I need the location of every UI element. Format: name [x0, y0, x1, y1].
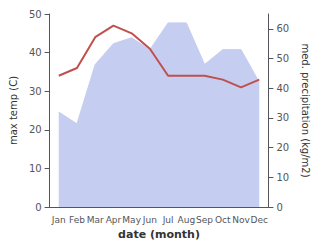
svg-text:30: 30	[29, 86, 42, 97]
svg-text:40: 40	[276, 83, 289, 94]
svg-text:Apr: Apr	[106, 215, 122, 225]
svg-text:Oct: Oct	[215, 215, 231, 225]
svg-text:30: 30	[276, 112, 289, 123]
svg-text:Jul: Jul	[162, 215, 174, 225]
svg-text:max temp (C): max temp (C)	[8, 76, 19, 145]
svg-text:Jun: Jun	[142, 215, 157, 225]
svg-text:Sep: Sep	[196, 215, 213, 225]
svg-text:20: 20	[29, 124, 42, 135]
svg-text:60: 60	[276, 23, 289, 34]
svg-text:May: May	[122, 215, 141, 225]
svg-text:10: 10	[29, 163, 42, 174]
svg-text:40: 40	[29, 47, 42, 58]
svg-text:Aug: Aug	[178, 215, 196, 225]
svg-text:date (month): date (month)	[118, 228, 200, 241]
svg-text:0: 0	[35, 202, 41, 213]
svg-text:Feb: Feb	[69, 215, 85, 225]
svg-text:med. precipitation (kg/m2): med. precipitation (kg/m2)	[300, 43, 311, 177]
svg-text:50: 50	[276, 53, 289, 64]
svg-text:10: 10	[276, 172, 289, 183]
svg-text:20: 20	[276, 142, 289, 153]
svg-text:0: 0	[276, 202, 282, 213]
svg-text:Mar: Mar	[87, 215, 104, 225]
svg-text:Jan: Jan	[51, 215, 66, 225]
svg-text:Nov: Nov	[232, 215, 250, 225]
svg-text:50: 50	[29, 9, 42, 20]
svg-text:Dec: Dec	[251, 215, 268, 225]
